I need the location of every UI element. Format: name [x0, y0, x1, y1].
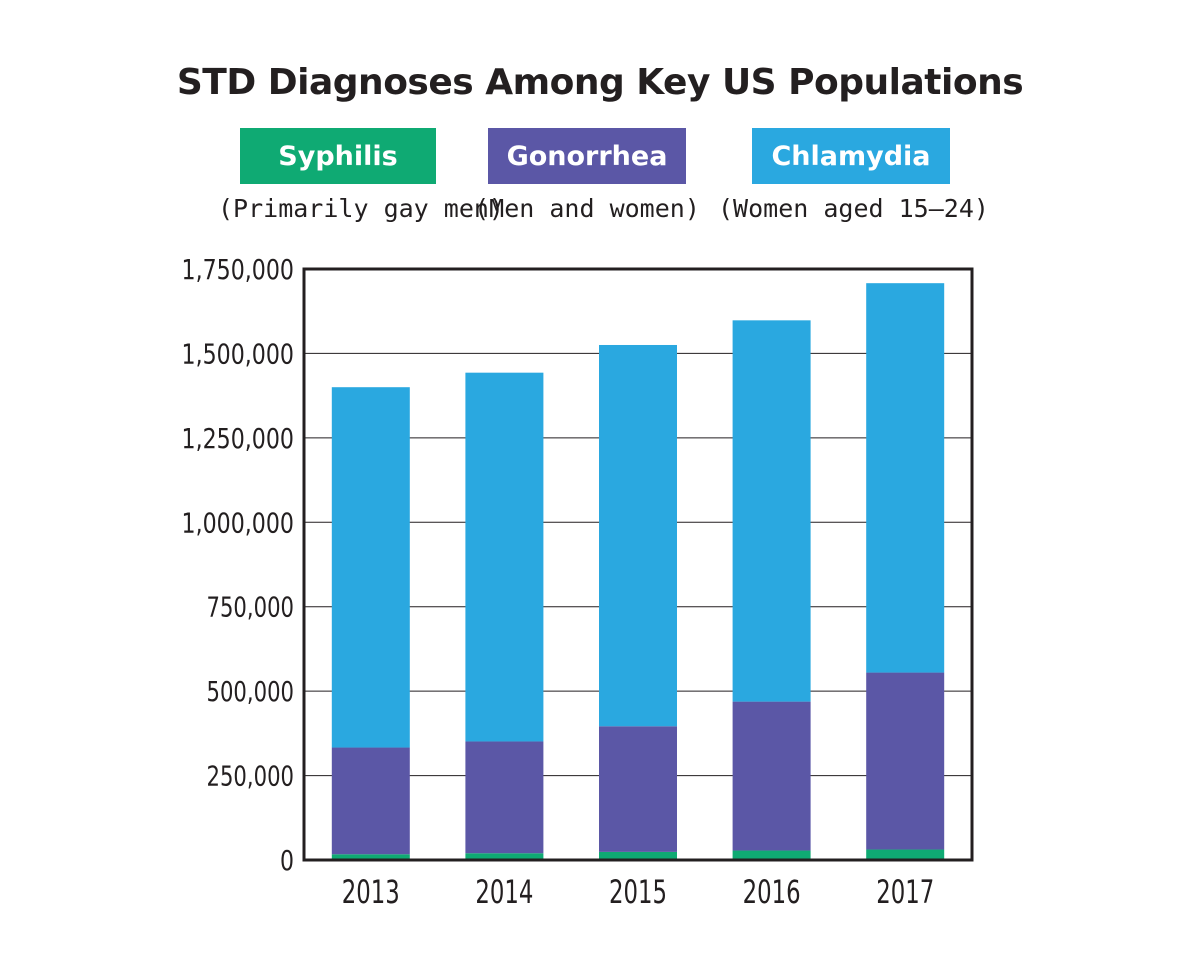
- legend-chlamydia: Chlamydia: [752, 128, 950, 184]
- bar-chlamydia-2015: [599, 344, 677, 727]
- bar-chlamydia-2016: [732, 320, 811, 702]
- bar-gonorrhea-2016: [732, 701, 811, 851]
- bar-gonorrhea-2015: [599, 726, 677, 852]
- bar-chlamydia-2013: [331, 387, 410, 748]
- bar-chlamydia-2014: [465, 372, 544, 742]
- y-axis-ticks: 0 250,000 500,000 750,000 1,000,000 1,250,000…: [182, 253, 295, 877]
- x-axis-ticks: 2013 2014 2015 2016 2017: [342, 873, 934, 911]
- y-tick-label: 1,500,000: [182, 337, 295, 370]
- bar-syphilis-2014: [465, 853, 544, 860]
- legend-syphilis: Syphilis: [240, 128, 436, 184]
- bar-gonorrhea-2013: [331, 747, 410, 855]
- legend-syphilis-subtitle: (Primarily gay men): [218, 194, 504, 223]
- bar-syphilis-2016: [732, 850, 811, 860]
- y-tick-label: 0: [280, 844, 294, 877]
- legend-gonorrhea: Gonorrhea: [488, 128, 686, 184]
- plot-frame: [302, 267, 974, 862]
- y-tick-label: 250,000: [207, 760, 295, 793]
- y-tick-label: 1,750,000: [182, 253, 295, 286]
- chart-title: STD Diagnoses Among Key US Populations: [176, 62, 1024, 103]
- x-tick-label: 2016: [743, 873, 801, 911]
- bars: [331, 283, 945, 860]
- bar-gonorrhea-2014: [465, 741, 544, 854]
- bar-chlamydia-2017: [866, 283, 945, 673]
- bar-syphilis-2017: [866, 849, 945, 860]
- x-tick-label: 2013: [342, 873, 400, 911]
- x-tick-label: 2015: [609, 873, 667, 911]
- legend-gonorrhea-subtitle: (Men and women): [474, 194, 700, 223]
- x-tick-label: 2014: [475, 873, 533, 911]
- y-tick-label: 1,000,000: [182, 506, 295, 539]
- x-tick-label: 2017: [876, 873, 934, 911]
- y-tick-label: 1,250,000: [182, 422, 295, 455]
- bar-syphilis-2013: [331, 854, 410, 860]
- bar-gonorrhea-2017: [866, 672, 945, 850]
- y-tick-label: 750,000: [207, 591, 295, 624]
- y-tick-label: 500,000: [207, 675, 295, 708]
- legend-chlamydia-subtitle: (Women aged 15–24): [718, 194, 989, 223]
- bar-syphilis-2015: [599, 851, 677, 860]
